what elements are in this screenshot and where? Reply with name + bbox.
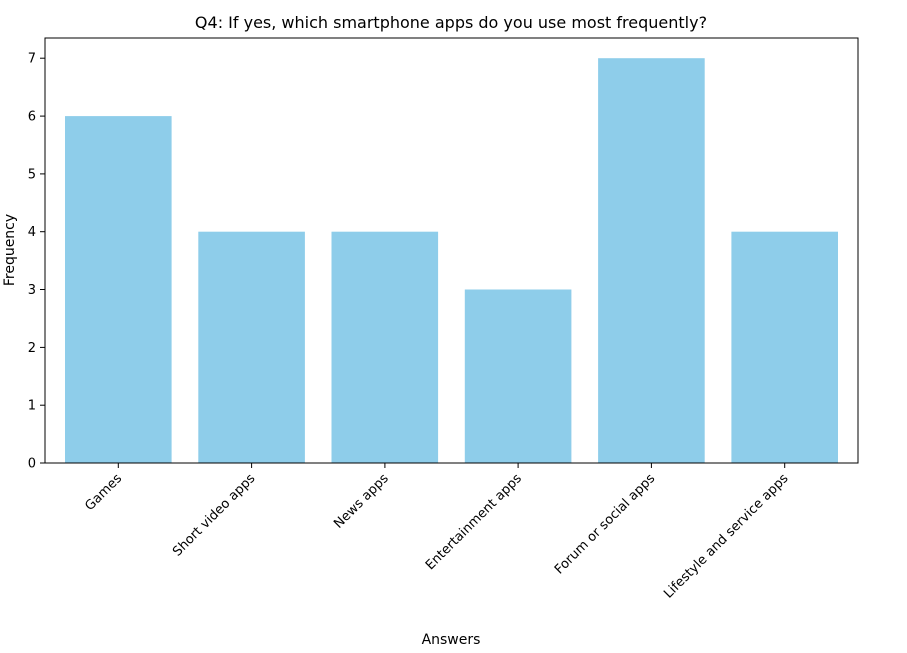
y-axis-label: Frequency — [2, 214, 18, 286]
bar-entertainment-apps — [464, 289, 572, 463]
plot-frame — [44, 37, 859, 464]
bar-lifestyle-and-service-apps — [731, 231, 838, 463]
y-tick-label: 3 — [28, 283, 36, 298]
y-tick-label: 4 — [28, 225, 36, 240]
y-axis: 0 1 2 3 4 5 6 7 — [28, 52, 45, 472]
x-tick-label: Short video apps — [170, 471, 258, 559]
bar-forum-or-social-apps — [598, 58, 705, 463]
y-tick-label: 0 — [28, 457, 36, 472]
x-axis: Games Short video apps News apps Entertainm… — [82, 463, 792, 602]
chart-title: Q4: If yes, which smartphone apps do you… — [195, 13, 707, 32]
bar-short-video-apps — [198, 231, 305, 463]
x-axis-label: Answers — [422, 632, 481, 648]
x-tick-label: News apps — [331, 471, 392, 532]
bar-games — [65, 116, 172, 463]
x-tick-label: Entertainment apps — [423, 471, 525, 573]
y-tick-label: 7 — [28, 52, 36, 67]
y-tick-label: 6 — [28, 110, 36, 125]
y-tick-label: 1 — [28, 399, 36, 414]
bars-group — [65, 58, 838, 463]
x-tick-label: Games — [82, 471, 125, 514]
bar-news-apps — [331, 231, 439, 463]
y-tick-label: 2 — [28, 341, 36, 356]
y-tick-label: 5 — [28, 167, 36, 182]
x-tick-label: Lifestyle and service apps — [661, 471, 791, 601]
x-tick-label: Forum or social apps — [552, 471, 658, 577]
